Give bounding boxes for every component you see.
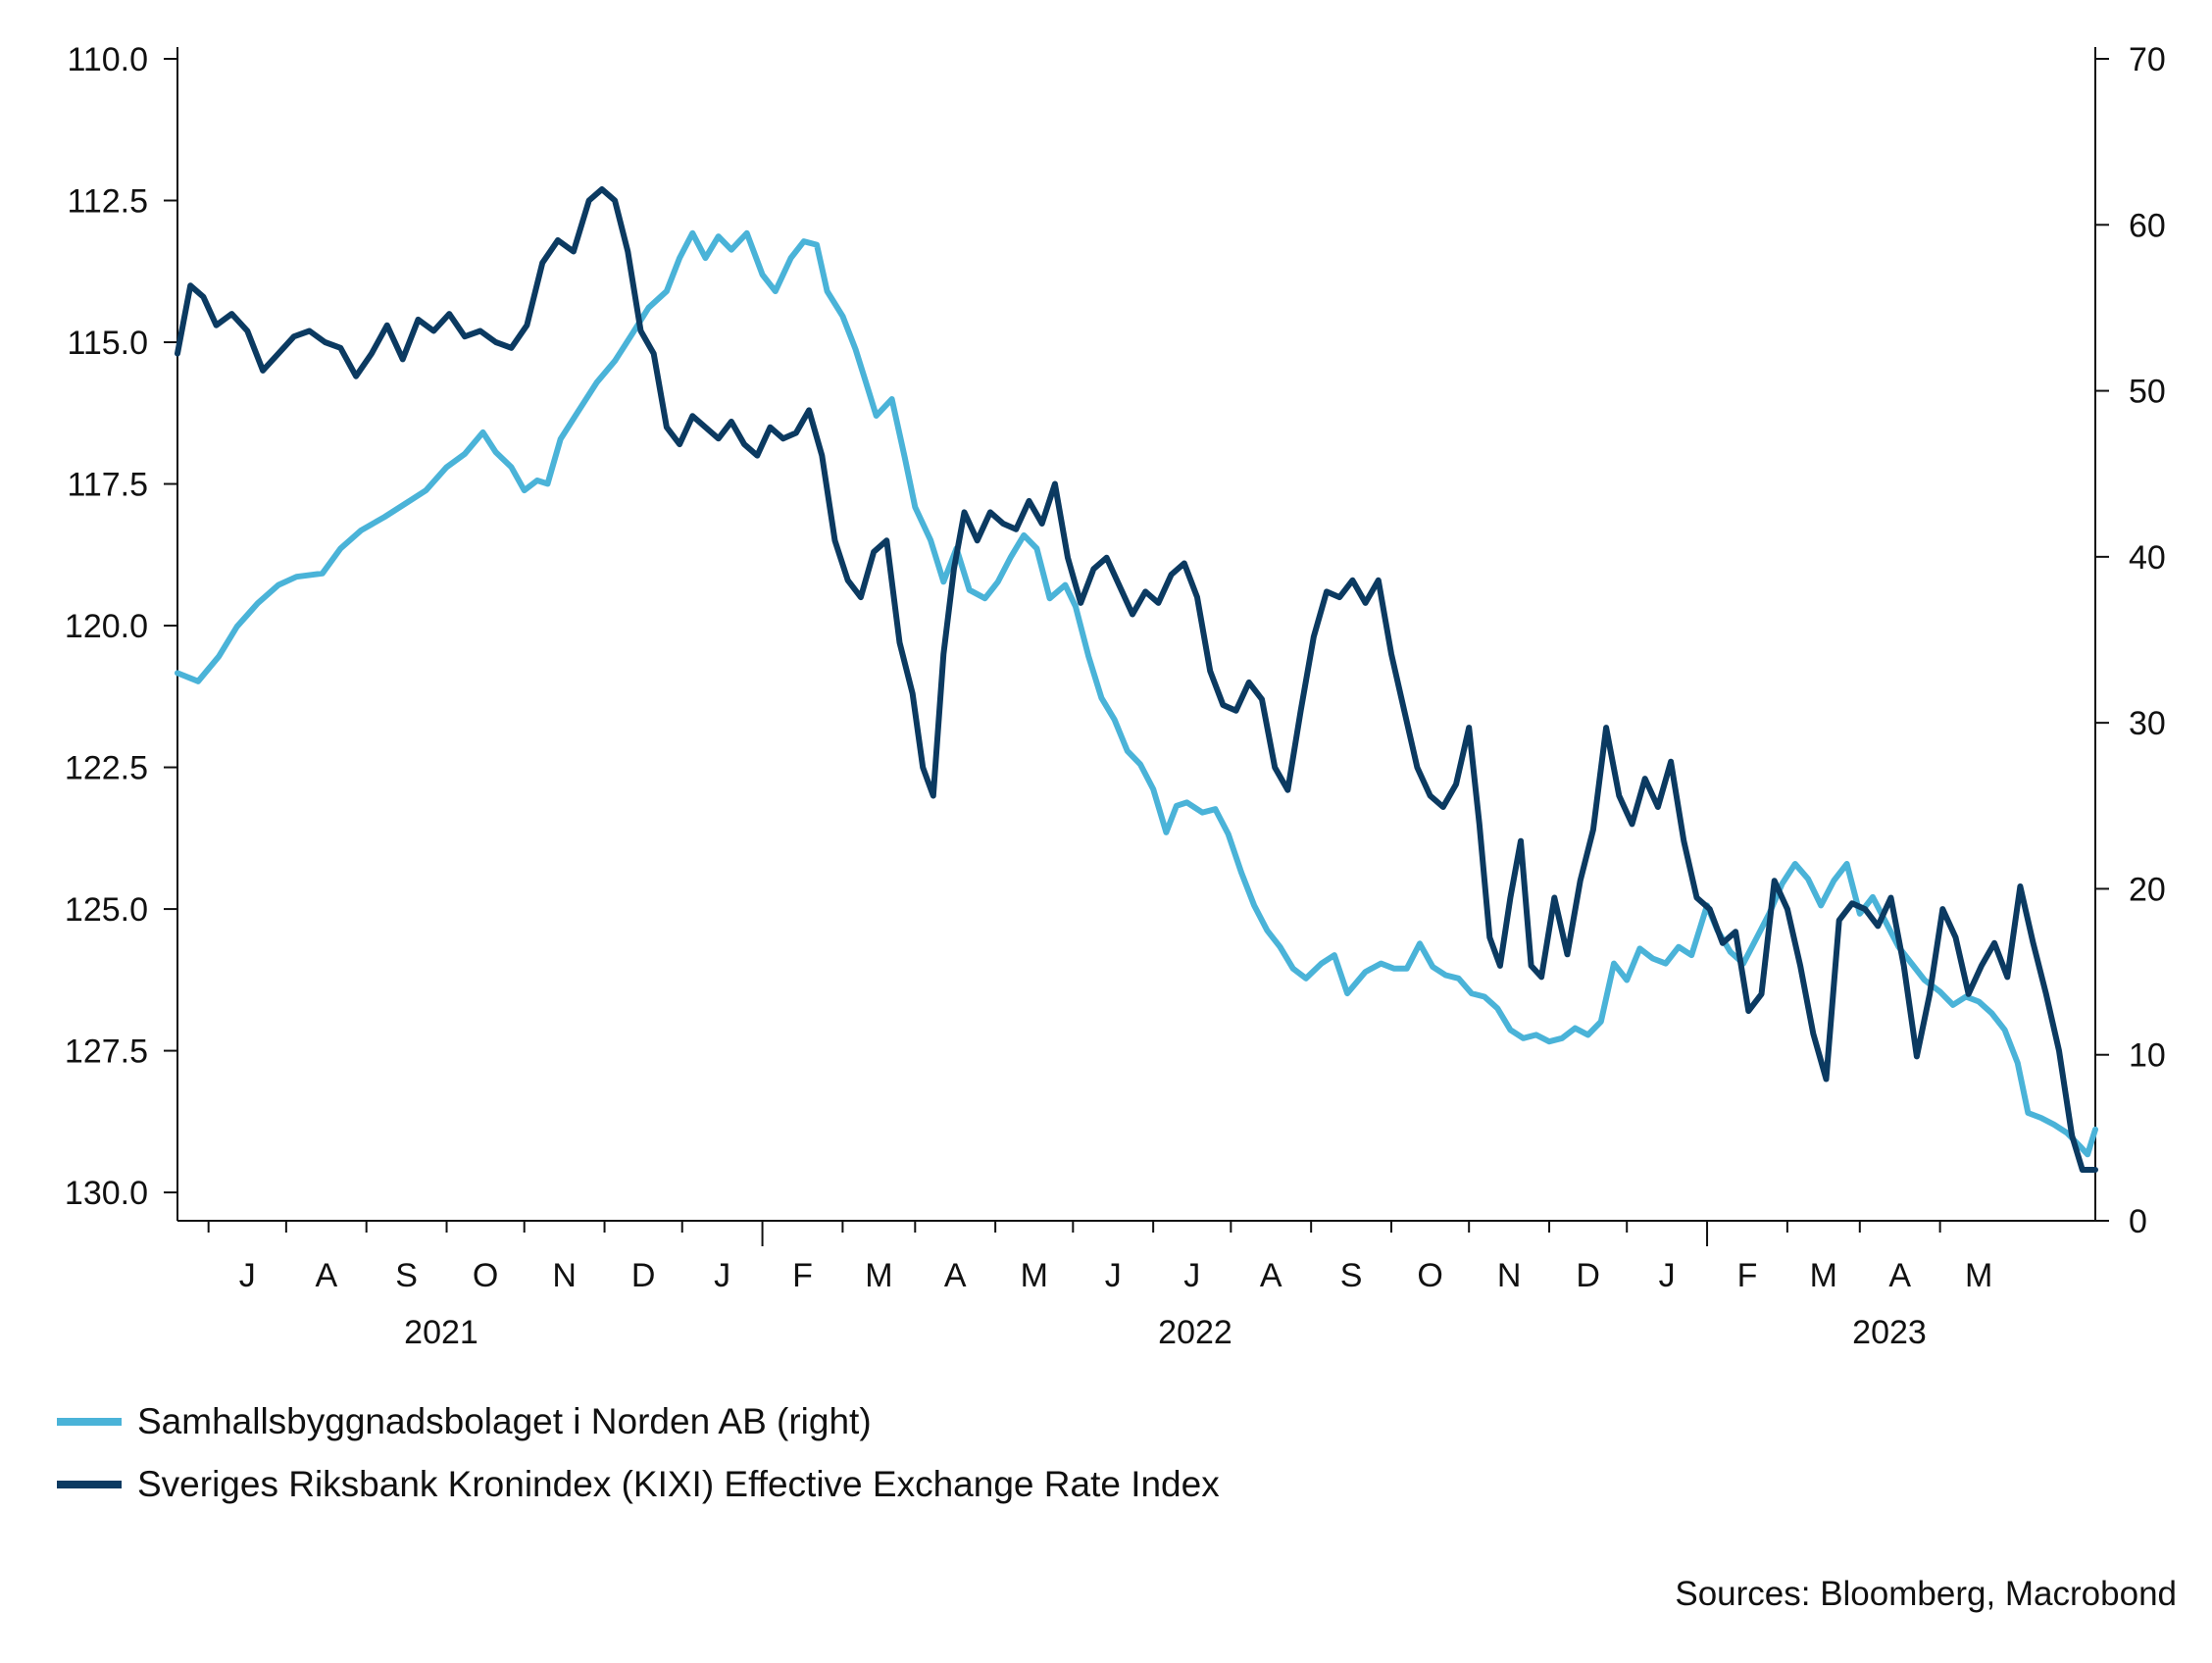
legend-label-kixi: Sveriges Riksbank Kronindex (KIXI) Effec… <box>137 1464 1220 1504</box>
month-label: O <box>473 1257 498 1294</box>
legend-swatch-kixi <box>57 1481 122 1488</box>
month-label: J <box>714 1257 730 1294</box>
right-tick-label: 60 <box>2129 207 2166 244</box>
right-tick-label: 50 <box>2129 374 2166 411</box>
year-label: 2021 <box>404 1314 478 1351</box>
month-label: N <box>552 1257 577 1294</box>
month-label: M <box>865 1257 892 1294</box>
legend-item-sbb: Samhallsbyggnadsbolaget i Norden AB (rig… <box>57 1390 1220 1453</box>
month-label: S <box>395 1257 418 1294</box>
right-tick-label: 20 <box>2129 871 2166 908</box>
left-tick-label: 112.5 <box>67 183 148 221</box>
left-tick-label: 115.0 <box>67 325 148 362</box>
legend-label-sbb: Samhallsbyggnadsbolaget i Norden AB (rig… <box>137 1401 872 1441</box>
source-note: Sources: Bloomberg, Macrobond <box>1675 1575 2177 1613</box>
month-label: F <box>792 1257 813 1294</box>
month-label: D <box>1576 1257 1600 1294</box>
month-label: N <box>1497 1257 1522 1294</box>
series-line-sbb <box>175 229 2098 1158</box>
month-label: M <box>1810 1257 1837 1294</box>
left-tick-label: 130.0 <box>65 1175 148 1212</box>
left-tick-label: 110.0 <box>67 41 148 78</box>
right-tick-label: 0 <box>2129 1203 2147 1240</box>
month-label: A <box>944 1257 967 1294</box>
right-tick-label: 10 <box>2129 1037 2166 1075</box>
month-label: A <box>1260 1257 1282 1294</box>
legend-swatch-sbb <box>57 1418 122 1426</box>
month-label: O <box>1417 1257 1442 1294</box>
month-label: S <box>1340 1257 1363 1294</box>
right-tick-label: 40 <box>2129 539 2166 577</box>
month-label: A <box>315 1257 337 1294</box>
month-label: M <box>1021 1257 1048 1294</box>
month-label: J <box>1105 1257 1122 1294</box>
year-label: 2023 <box>1852 1314 1927 1351</box>
right-tick-label: 70 <box>2129 41 2166 78</box>
month-label: J <box>1659 1257 1676 1294</box>
month-label: A <box>1888 1257 1911 1294</box>
legend: Samhallsbyggnadsbolaget i Norden AB (rig… <box>57 1390 1220 1516</box>
right-tick-label: 30 <box>2129 705 2166 742</box>
year-label: 2022 <box>1158 1314 1232 1351</box>
month-label: D <box>631 1257 656 1294</box>
month-label: J <box>1183 1257 1200 1294</box>
left-tick-label: 117.5 <box>67 467 148 504</box>
series-line-kixi <box>175 186 2098 1173</box>
left-tick-label: 125.0 <box>65 891 148 929</box>
month-label: J <box>239 1257 256 1294</box>
left-tick-label: 127.5 <box>65 1033 148 1071</box>
legend-item-kixi: Sveriges Riksbank Kronindex (KIXI) Effec… <box>57 1453 1220 1516</box>
left-tick-label: 122.5 <box>65 750 148 787</box>
month-label: F <box>1737 1257 1758 1294</box>
left-tick-label: 120.0 <box>65 608 148 645</box>
month-label: M <box>1965 1257 1992 1294</box>
